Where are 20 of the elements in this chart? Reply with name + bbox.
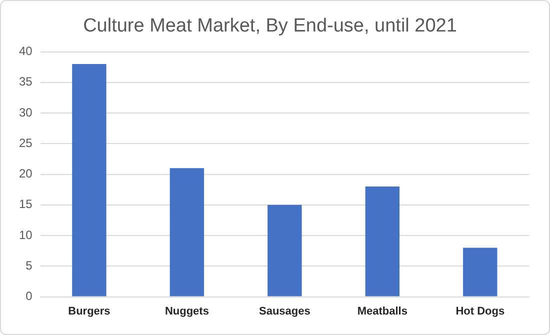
bar: [72, 64, 106, 296]
x-tick-label: Hot Dogs: [456, 305, 505, 318]
y-tick-label: 35: [18, 74, 33, 89]
y-tick-label: 10: [18, 228, 33, 242]
x-tick-label: Meatballs: [357, 305, 408, 318]
y-tick-label: 5: [26, 258, 33, 272]
chart-title: Culture Meat Market, By End-use, until 2021: [83, 16, 457, 37]
y-tick-label: 20: [18, 166, 33, 181]
bar: [463, 248, 498, 296]
bar: [170, 168, 204, 296]
bar: [268, 204, 302, 296]
y-tick-label: 25: [18, 136, 33, 150]
y-tick-label: 40: [18, 44, 33, 58]
x-tick-label: Nuggets: [164, 305, 209, 318]
x-tick-label: Burgers: [68, 305, 110, 318]
x-tick-label: Sausages: [258, 305, 310, 318]
y-tick-label: 30: [18, 105, 33, 120]
y-tick-label: 0: [26, 289, 33, 304]
bar: [365, 186, 400, 296]
y-tick-label: 15: [18, 197, 33, 212]
